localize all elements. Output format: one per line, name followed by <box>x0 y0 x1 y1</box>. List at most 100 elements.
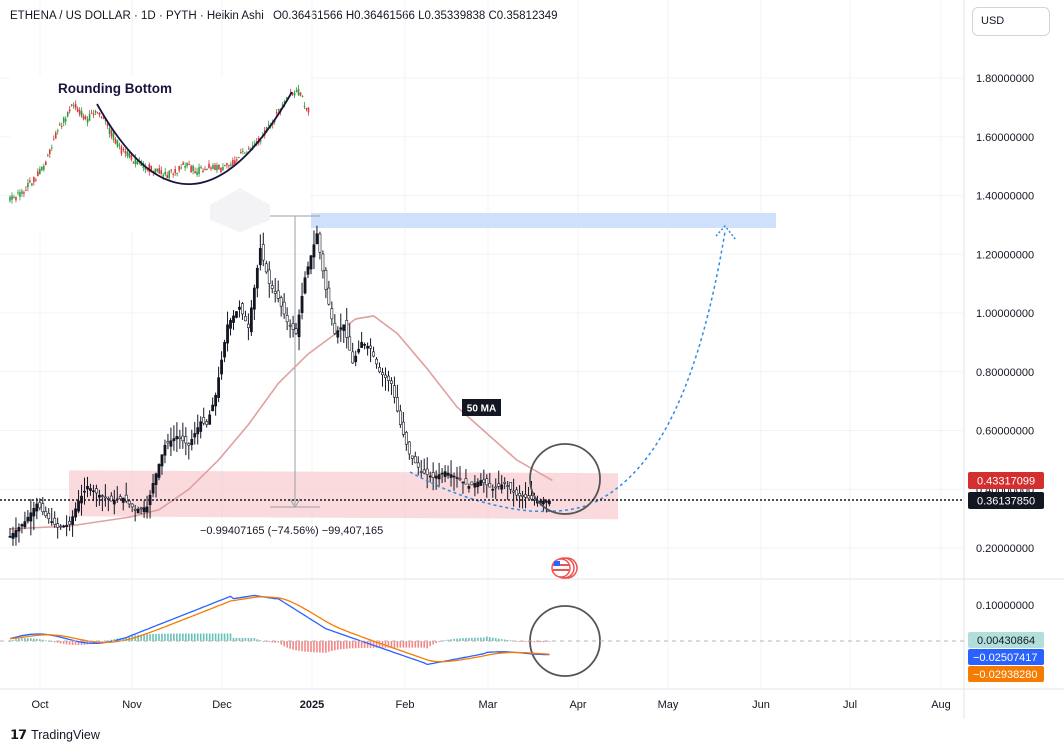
candle-body <box>506 485 510 487</box>
candle-body <box>190 439 194 446</box>
histogram-bar <box>366 641 369 648</box>
inset-candle-body <box>68 109 71 112</box>
inset-candle-body <box>188 163 190 165</box>
candle-body <box>455 477 459 479</box>
inset-candle-body <box>74 103 77 109</box>
signal-line[interactable] <box>9 596 550 663</box>
histogram-bar <box>480 637 482 641</box>
histogram-bar <box>342 641 345 649</box>
histogram-bar <box>226 633 229 641</box>
candle-body <box>434 475 438 479</box>
inset-candle-body <box>216 165 218 171</box>
candle-body <box>160 454 164 467</box>
inset-candle-body <box>47 155 49 157</box>
candle-body <box>467 486 471 489</box>
inset-candle-body <box>33 176 35 183</box>
candle-body <box>372 351 375 357</box>
tradingview-logo[interactable]: 𝟭𝟳 TradingView <box>10 727 100 743</box>
candle-body <box>437 474 441 480</box>
inset-candle-body <box>214 164 216 171</box>
candle-body <box>527 495 530 499</box>
time-axis[interactable]: Oct Nov Dec 2025 Feb Mar Apr May Jun Jul Aug <box>31 699 950 711</box>
histogram-bar <box>268 641 271 643</box>
candle-body <box>223 342 226 358</box>
inset-candle-body <box>218 165 220 170</box>
inset-bowl-curve <box>96 91 293 185</box>
hist-badge-text: 0.00430864 <box>977 635 1035 647</box>
separator: · <box>158 10 166 22</box>
histogram-bar <box>542 641 545 643</box>
histogram-bar <box>220 633 223 641</box>
inset-candle-body <box>144 166 147 170</box>
histogram-bar <box>375 641 378 648</box>
candle-body <box>297 314 301 338</box>
measure-tool[interactable]: −0.99407165 (−74.56%) −99,407,165 <box>200 215 383 537</box>
candle-body <box>404 432 408 445</box>
histogram-bar <box>89 641 92 645</box>
histogram-bar <box>408 641 411 648</box>
macd-badge: −0.02507417 <box>968 649 1044 665</box>
candle-body <box>393 385 396 398</box>
candle-body <box>503 481 507 484</box>
candle-body <box>369 345 372 349</box>
flag-stripe <box>553 569 569 571</box>
ma-50-line[interactable] <box>9 315 553 530</box>
histogram-bar <box>474 637 476 641</box>
candle-body <box>178 436 182 439</box>
histogram-bar <box>193 633 196 641</box>
measure-label: −0.99407165 (−74.56%) −99,407,165 <box>200 525 383 537</box>
histogram-bar <box>176 633 178 641</box>
us-flag-event-icon[interactable] <box>551 557 578 579</box>
candle-body <box>20 524 24 527</box>
candle-body <box>38 502 42 509</box>
inset-candle-body <box>248 148 250 150</box>
candle-body <box>163 444 167 456</box>
candle-body <box>336 330 340 338</box>
candle-body <box>321 253 325 272</box>
candle-body <box>100 495 104 497</box>
histogram-bar <box>331 641 333 651</box>
candle-body <box>357 348 361 353</box>
histogram-bar <box>71 641 74 645</box>
candle-body <box>431 472 435 478</box>
candle-body <box>443 471 447 477</box>
histogram-bar <box>155 633 157 641</box>
price-tick-label: 0.60000000 <box>976 426 1034 438</box>
candles[interactable] <box>8 225 551 546</box>
histogram-bar <box>41 639 44 641</box>
histogram-bar <box>262 640 265 642</box>
histogram-bar <box>188 633 190 641</box>
histogram-bar <box>164 633 166 641</box>
candle-body <box>461 481 465 484</box>
histogram-bar <box>497 638 500 641</box>
candle-body <box>244 316 247 322</box>
candle-body <box>50 521 54 523</box>
histogram-bar <box>68 641 71 645</box>
candle-body <box>133 508 137 511</box>
candle-body <box>363 344 367 346</box>
histogram-bar <box>107 640 110 642</box>
inset-candle-body <box>222 167 224 171</box>
inset-candle-body <box>43 165 45 170</box>
price-axis[interactable]: 1.80000000 1.60000000 1.40000000 1.20000000… <box>976 73 1034 555</box>
inset-candle-body <box>116 140 119 147</box>
candle-body <box>279 297 283 307</box>
bottom-curve <box>409 471 591 513</box>
histogram-bar <box>65 641 68 645</box>
last-badge-text: 0.36137850 <box>977 496 1035 508</box>
candle-body <box>494 486 498 489</box>
histogram-bar <box>190 633 193 641</box>
interval[interactable]: 1D <box>141 10 156 22</box>
candle-body <box>124 494 128 502</box>
candle-body <box>410 455 414 459</box>
histogram-bar <box>173 633 175 641</box>
time-tick-label: Dec <box>212 699 232 711</box>
histogram-bar <box>110 639 113 641</box>
chart-style[interactable]: Heikin Ashi <box>206 10 264 22</box>
inset-candle-body <box>150 165 153 171</box>
candle-body <box>29 512 33 522</box>
candle-body <box>127 500 131 505</box>
currency-button[interactable]: USD <box>972 7 1050 36</box>
macd-line[interactable] <box>9 594 550 666</box>
